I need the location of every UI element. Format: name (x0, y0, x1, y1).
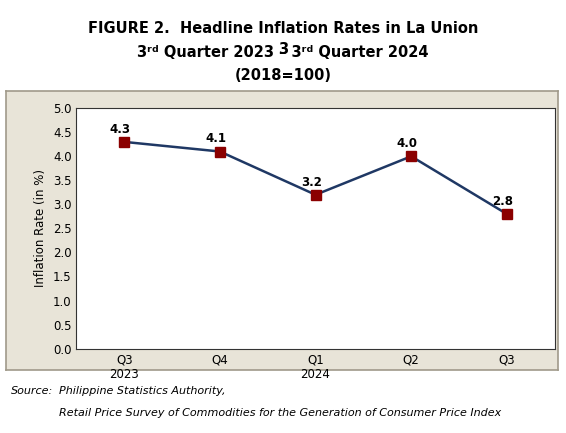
Text: 4.0: 4.0 (397, 137, 418, 150)
Y-axis label: Inflation Rate (in %): Inflation Rate (in %) (35, 169, 48, 288)
Text: Philippine Statistics Authority,: Philippine Statistics Authority, (59, 386, 226, 396)
Text: Retail Price Survey of Commodities for the Generation of Consumer Price Index: Retail Price Survey of Commodities for t… (59, 408, 501, 418)
Text: 3.2: 3.2 (301, 175, 322, 188)
Text: 3ʳᵈ Quarter 2023 – 3ʳᵈ Quarter 2024: 3ʳᵈ Quarter 2023 – 3ʳᵈ Quarter 2024 (137, 45, 429, 60)
Text: 2.8: 2.8 (492, 195, 513, 208)
Text: 4.1: 4.1 (205, 132, 226, 145)
Text: Source:: Source: (11, 386, 54, 396)
Text: 3: 3 (278, 42, 288, 57)
Text: 4.3: 4.3 (110, 123, 131, 136)
Text: (2018=100): (2018=100) (234, 68, 332, 83)
Text: FIGURE 2.  Headline Inflation Rates in La Union: FIGURE 2. Headline Inflation Rates in La… (88, 21, 478, 36)
